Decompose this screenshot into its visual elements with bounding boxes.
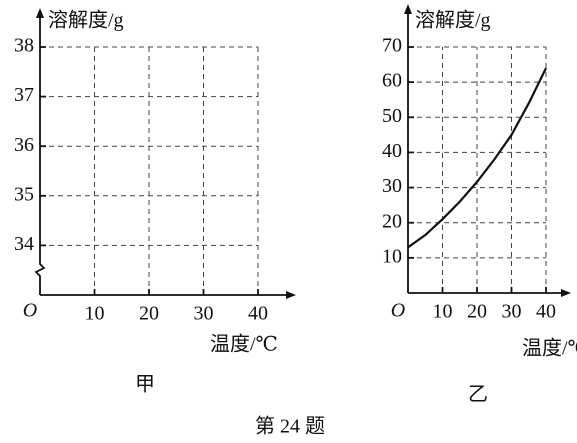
y-axis-label: 溶解度/g <box>48 9 124 32</box>
x-axis-label: 温度/℃ <box>522 337 577 360</box>
caption: 甲 <box>135 374 155 396</box>
curve <box>407 67 547 249</box>
x-tick-label: 30 <box>502 301 522 323</box>
arrow <box>36 8 44 18</box>
y-tick-label: 10 <box>382 245 402 267</box>
arrow <box>404 4 412 14</box>
y-tick-label: 40 <box>382 140 402 162</box>
y-tick-label: 38 <box>14 35 34 57</box>
x-tick-label: 10 <box>433 301 453 323</box>
y-tick-label: 37 <box>14 84 34 106</box>
y-tick-label: 34 <box>14 233 34 255</box>
footer: 第 24 题 <box>255 415 325 438</box>
arrow <box>286 291 296 299</box>
x-tick-label: 30 <box>194 303 214 325</box>
y-tick-label: 35 <box>14 183 34 205</box>
x-axis-label: 温度/℃ <box>210 333 278 356</box>
y-tick-label: 30 <box>382 175 402 197</box>
y-tick-label: 70 <box>382 35 402 57</box>
y-axis <box>34 14 46 295</box>
x-tick-label: 10 <box>85 303 105 325</box>
origin-label: O <box>23 300 37 322</box>
y-tick-label: 60 <box>382 70 402 92</box>
y-axis-label: 溶解度/g <box>415 9 491 32</box>
x-tick-label: 40 <box>248 303 268 325</box>
arrow <box>561 289 571 297</box>
y-tick-label: 36 <box>14 134 34 156</box>
y-tick-label: 20 <box>382 210 402 232</box>
caption: 乙 <box>468 384 488 406</box>
x-tick-label: 20 <box>467 301 487 323</box>
y-tick-label: 50 <box>382 105 402 127</box>
x-tick-label: 20 <box>139 303 159 325</box>
origin-label: O <box>391 300 405 322</box>
x-tick-label: 40 <box>536 301 556 323</box>
